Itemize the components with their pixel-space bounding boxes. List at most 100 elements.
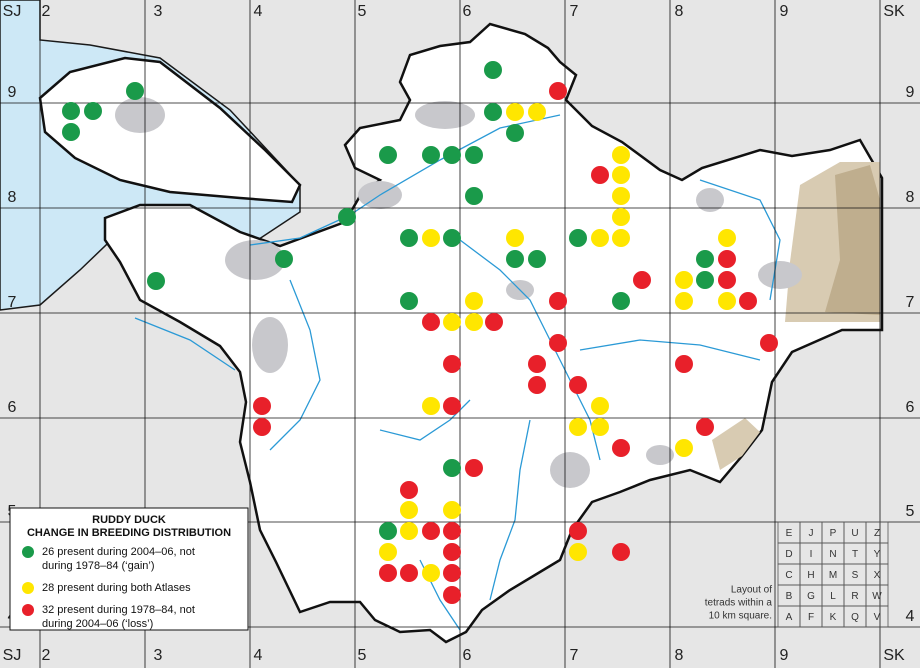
grid-label: SJ xyxy=(3,3,22,20)
record-dot xyxy=(62,102,80,120)
tetrad-letter: L xyxy=(830,591,836,602)
record-dot xyxy=(506,229,524,247)
grid-label: 7 xyxy=(570,3,579,20)
tetrad-layout: E J P U Z D I N T Y C H M S X B G L R W A F K Q V Layout of tetrad… xyxy=(705,521,889,628)
record-dot xyxy=(465,187,483,205)
record-dot xyxy=(147,272,165,290)
grid-label: 7 xyxy=(8,294,17,311)
grid-label: 8 xyxy=(8,189,17,206)
record-dot xyxy=(443,459,461,477)
record-dot xyxy=(465,292,483,310)
legend-title: RUDDY DUCK xyxy=(92,514,166,526)
tetrad-letter: R xyxy=(851,591,858,602)
tetrad-caption: Layout of xyxy=(731,585,772,596)
record-dot xyxy=(400,481,418,499)
tetrad-letter: H xyxy=(807,570,814,581)
record-dot xyxy=(528,103,546,121)
grid-label: SJ xyxy=(3,647,22,664)
record-dot xyxy=(465,313,483,331)
record-dot xyxy=(506,103,524,121)
record-dot xyxy=(528,355,546,373)
record-dot xyxy=(591,418,609,436)
grid-label: 2 xyxy=(42,3,51,20)
record-dot xyxy=(484,61,502,79)
tetrad-letter: Y xyxy=(874,549,881,560)
grid-label: SK xyxy=(883,3,905,20)
grid-label: 9 xyxy=(906,84,915,101)
record-dot xyxy=(506,124,524,142)
tetrad-letter: Q xyxy=(851,612,859,623)
legend-box xyxy=(9,507,249,631)
grid-label: 6 xyxy=(8,399,17,416)
tetrad-letter: W xyxy=(872,591,882,602)
record-dot xyxy=(443,397,461,415)
record-dot xyxy=(569,543,587,561)
tetrad-letter: X xyxy=(874,570,881,581)
grid-label: 9 xyxy=(780,3,789,20)
record-dot xyxy=(443,313,461,331)
river xyxy=(249,114,561,246)
record-dot xyxy=(443,522,461,540)
record-dot xyxy=(443,501,461,519)
record-dot xyxy=(253,397,271,415)
grid-label: SK xyxy=(883,647,905,664)
record-dot xyxy=(443,543,461,561)
river xyxy=(134,317,236,371)
record-dot xyxy=(569,376,587,394)
record-dot xyxy=(612,543,630,561)
tetrad-caption: 10 km square. xyxy=(709,611,772,622)
tetrad-cell xyxy=(865,605,889,628)
record-dot xyxy=(338,208,356,226)
record-dot xyxy=(84,102,102,120)
grid-label: 5 xyxy=(358,3,367,20)
record-dot xyxy=(612,439,630,457)
record-dot xyxy=(485,313,503,331)
record-dot xyxy=(443,229,461,247)
record-dot xyxy=(718,292,736,310)
record-dot xyxy=(400,229,418,247)
urban-area xyxy=(252,317,288,373)
grid-label: 9 xyxy=(8,84,17,101)
record-dot xyxy=(400,292,418,310)
grid-label: 4 xyxy=(254,3,263,20)
legend-label: during 1978–84 (‘gain’) xyxy=(42,560,155,572)
record-dot xyxy=(422,522,440,540)
record-dot xyxy=(443,586,461,604)
record-dot xyxy=(739,292,757,310)
grid-label: 5 xyxy=(358,647,367,664)
record-dot xyxy=(675,355,693,373)
record-dot xyxy=(379,146,397,164)
grid-label: 7 xyxy=(906,294,915,311)
record-dot xyxy=(675,292,693,310)
record-dot xyxy=(379,543,397,561)
record-dot xyxy=(549,292,567,310)
record-dot xyxy=(465,146,483,164)
hills-south xyxy=(712,418,760,470)
record-dot xyxy=(422,146,440,164)
record-dot xyxy=(422,313,440,331)
record-dot xyxy=(718,250,736,268)
urban-area xyxy=(758,261,802,289)
legend-swatch xyxy=(22,604,34,616)
record-dot xyxy=(549,82,567,100)
record-dot xyxy=(422,564,440,582)
record-dot xyxy=(400,501,418,519)
record-dot xyxy=(612,187,630,205)
tetrad-letter: P xyxy=(830,528,837,539)
tetrad-letter: B xyxy=(786,591,793,602)
river xyxy=(489,419,531,601)
record-dot xyxy=(696,271,714,289)
urban-area xyxy=(646,445,674,465)
record-dot xyxy=(484,103,502,121)
urban-area xyxy=(696,188,724,212)
record-dot xyxy=(718,271,736,289)
record-dot xyxy=(675,271,693,289)
grid-label: 5 xyxy=(906,503,915,520)
record-dot xyxy=(612,292,630,310)
record-dot xyxy=(465,459,483,477)
grid-label: 3 xyxy=(154,647,163,664)
record-dot xyxy=(400,522,418,540)
grid-label: 6 xyxy=(463,3,472,20)
record-dot xyxy=(612,208,630,226)
